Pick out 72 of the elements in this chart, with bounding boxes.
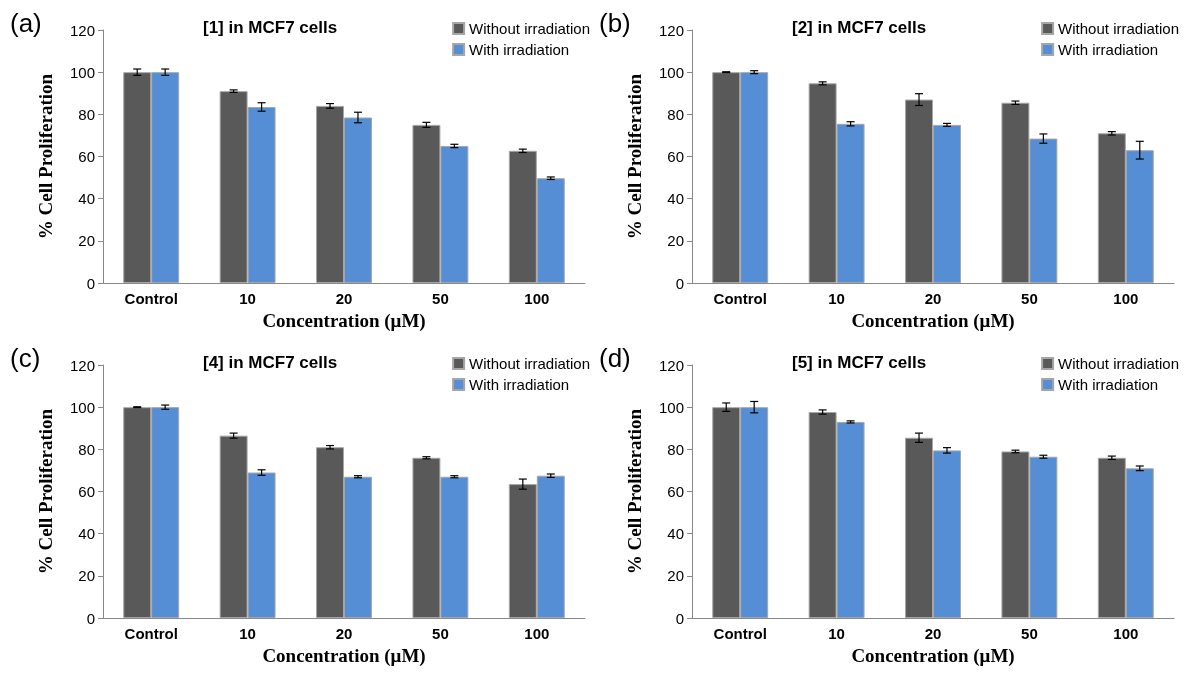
x-tick-label: 50	[1021, 290, 1038, 307]
x-tick-label: 50	[432, 290, 449, 307]
x-tick-label: 100	[524, 625, 550, 642]
x-tick-label: Control	[124, 290, 178, 307]
text: (c)	[10, 343, 41, 373]
y-tick-label: 60	[78, 483, 95, 500]
legend-label: Without irradiation	[469, 355, 590, 372]
y-tick-label: 20	[667, 232, 684, 250]
y-tick-label: 100	[658, 398, 684, 416]
y-tick-label: 20	[78, 567, 95, 585]
y-tick-label: 40	[667, 190, 684, 208]
x-tick-label: 50	[432, 625, 449, 642]
y-tick-label: 100	[69, 398, 95, 416]
x-axis-title: Concentration (μM)	[262, 644, 426, 667]
y-axis-title: % Cell Proliferation	[35, 408, 56, 575]
x-tick-label: 20	[924, 290, 942, 307]
x-tick-label: 100	[1113, 625, 1139, 642]
legend-label: With irradiation	[469, 376, 570, 393]
y-tick-label: 0	[86, 609, 95, 627]
chart-title: [4] in MCF7 cells	[203, 353, 338, 372]
y-tick-label: 0	[86, 274, 95, 292]
x-tick-label: 10	[828, 625, 845, 642]
text: (d)	[599, 343, 631, 373]
x-tick-label: 20	[924, 625, 942, 642]
y-tick-label: 120	[658, 356, 684, 374]
chart-title: [5] in MCF7 cells	[792, 353, 927, 372]
y-tick-label: 40	[667, 525, 684, 543]
x-tick-label: Control	[713, 290, 767, 307]
y-tick-label: 20	[667, 567, 684, 585]
y-axis-title: % Cell Proliferation	[624, 73, 645, 240]
y-tick-label: 80	[78, 105, 95, 123]
y-tick-label: 120	[658, 21, 684, 39]
x-axis-title: Concentration (μM)	[851, 644, 1015, 667]
legend-label: Without irradiation	[469, 20, 590, 37]
x-tick-label: Control	[713, 625, 767, 642]
y-tick-label: 120	[69, 21, 95, 39]
y-tick-label: 100	[69, 63, 95, 81]
x-tick-label: 100	[1113, 290, 1139, 307]
y-tick-label: 60	[667, 148, 684, 165]
y-tick-label: 80	[667, 105, 684, 123]
y-axis-title: % Cell Proliferation	[624, 408, 645, 575]
x-axis-title: Concentration (μM)	[262, 309, 426, 332]
x-tick-label: 10	[239, 290, 256, 307]
y-tick-label: 20	[78, 232, 95, 250]
y-tick-label: 80	[78, 440, 95, 458]
y-tick-label: 0	[675, 609, 684, 627]
y-axis-title: % Cell Proliferation	[35, 73, 56, 240]
text: (a)	[10, 8, 42, 38]
legend-label: With irradiation	[469, 41, 570, 58]
y-tick-label: 60	[78, 148, 95, 165]
y-tick-label: 0	[675, 274, 684, 292]
x-axis-title: Concentration (μM)	[851, 309, 1015, 332]
x-tick-label: Control	[124, 625, 178, 642]
chart-title: [1] in MCF7 cells	[203, 18, 338, 37]
x-tick-label: 100	[524, 290, 550, 307]
legend-label: Without irradiation	[1058, 355, 1179, 372]
y-tick-label: 100	[658, 63, 684, 81]
y-tick-label: 80	[667, 440, 684, 458]
y-tick-label: 60	[667, 483, 684, 500]
x-tick-label: 50	[1021, 625, 1038, 642]
y-tick-label: 40	[78, 525, 95, 543]
legend-label: Without irradiation	[1058, 20, 1179, 37]
x-tick-label: 10	[828, 290, 845, 307]
legend-label: With irradiation	[1058, 41, 1159, 58]
x-tick-label: 10	[239, 625, 256, 642]
text: (b)	[599, 8, 631, 38]
x-tick-label: 20	[335, 290, 353, 307]
chart-title: [2] in MCF7 cells	[792, 18, 927, 37]
y-tick-label: 120	[69, 356, 95, 374]
legend-label: With irradiation	[1058, 376, 1159, 393]
x-tick-label: 20	[335, 625, 353, 642]
y-tick-label: 40	[78, 190, 95, 208]
